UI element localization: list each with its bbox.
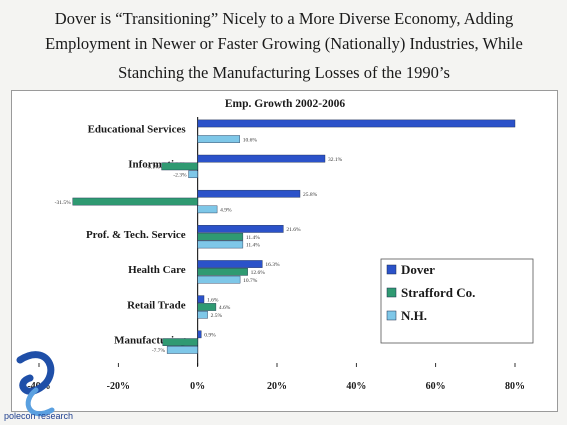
data-label: -9.1% (146, 165, 160, 171)
data-label: 0.9% (204, 333, 216, 339)
category-label: Educational Services (88, 124, 187, 136)
legend-swatch (386, 287, 397, 298)
legend-label: Dover (401, 262, 435, 277)
x-tick-label: 60% (426, 381, 446, 392)
legend-swatch (386, 310, 397, 321)
bar-n-h--0 (197, 135, 240, 143)
bar-strafford-co--3 (197, 232, 244, 241)
bar-chart: Emp. Growth 2002-2006 Educational Service… (27, 98, 534, 392)
data-label: 16.3% (265, 262, 280, 268)
title-line-2: Employment in Newer or Faster Growing (N… (45, 34, 523, 53)
bar-dover-3 (197, 225, 284, 233)
bar-strafford-co--6 (162, 338, 198, 346)
bar-n-h--1 (188, 170, 198, 179)
bar-n-h--2 (197, 205, 218, 214)
x-tick-label: 20% (267, 381, 287, 392)
bar-dover-6 (197, 330, 202, 339)
data-label: -7.7% (152, 348, 166, 354)
x-tick-label: -20% (107, 381, 130, 392)
title-line-3: Stanching the Manufacturing Losses of th… (118, 63, 450, 82)
data-label: 4.6% (219, 305, 231, 311)
bar-strafford-co--4 (197, 268, 248, 276)
legend-box (380, 258, 534, 344)
category-label: Retail Trade (127, 299, 186, 311)
data-label: 11.4% (246, 243, 260, 249)
bar-n-h--5 (197, 310, 208, 319)
data-label: 12.6% (251, 270, 266, 276)
bar-dover-2 (197, 189, 301, 198)
data-label: 4.9% (220, 208, 232, 214)
legend-swatch (386, 264, 397, 275)
category-label: Health Care (128, 264, 186, 276)
title-line-1: Dover is “Transitioning” Nicely to a Mor… (54, 9, 514, 28)
logo-text: polecon research (4, 411, 74, 421)
bar-strafford-co--1 (161, 162, 198, 171)
x-tick-label: 40% (346, 381, 366, 392)
bar-dover-1 (197, 154, 326, 163)
legend-label: Strafford Co. (401, 285, 475, 300)
data-label: 11.4% (246, 235, 260, 241)
data-label: 1.6% (207, 297, 219, 303)
slide-title: Dover is “Transitioning” Nicely to a Mor… (8, 6, 560, 85)
swirl-logo-icon (16, 351, 55, 417)
data-label: 2.5% (211, 313, 223, 319)
data-label: 25.8% (303, 192, 318, 198)
bar-dover-4 (197, 260, 263, 268)
data-label: 10.7% (243, 278, 258, 284)
chart-title: Emp. Growth 2002-2006 (225, 98, 345, 110)
category-label: Prof. & Tech. Service (86, 229, 186, 241)
data-label: -31.5% (55, 200, 71, 206)
bar-strafford-co--2 (72, 197, 198, 206)
data-label: 32.1% (328, 157, 343, 163)
chart-panel: Emp. Growth 2002-2006 Educational Service… (11, 90, 558, 412)
bar-n-h--3 (197, 240, 244, 249)
data-label: 10.6% (243, 137, 258, 143)
data-label: -2.3% (173, 172, 187, 178)
bar-strafford-co--5 (197, 303, 217, 311)
bar-dover-5 (197, 295, 205, 303)
x-tick-label: 80% (505, 381, 525, 392)
x-tick-label: 0% (190, 381, 205, 392)
data-label: 21.6% (286, 227, 301, 233)
legend-label: N.H. (401, 308, 427, 323)
bar-n-h--4 (197, 275, 241, 284)
bar-n-h--6 (166, 346, 198, 354)
bar-dover-0 (197, 119, 516, 128)
